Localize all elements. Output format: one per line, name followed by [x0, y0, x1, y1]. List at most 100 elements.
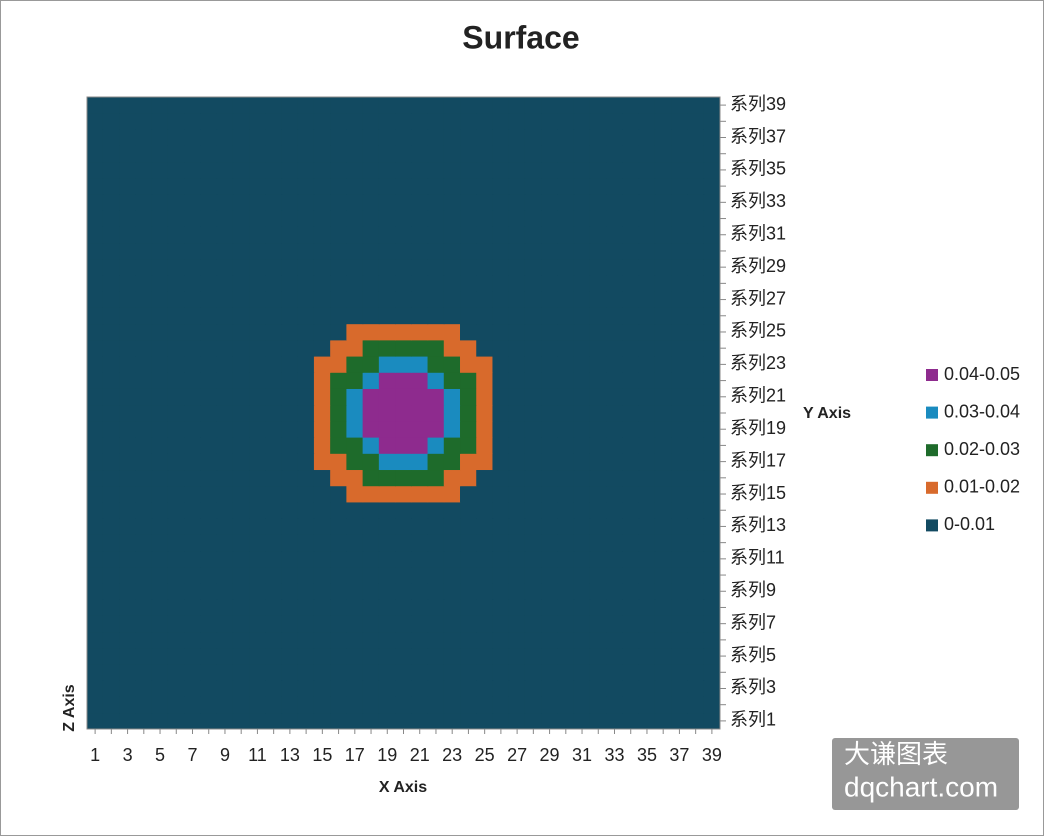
surface-cell	[460, 469, 477, 487]
surface-cell	[476, 226, 494, 244]
surface-cell	[460, 647, 477, 665]
surface-cell	[362, 129, 380, 146]
surface-cell	[281, 680, 299, 697]
surface-cell	[135, 437, 153, 454]
surface-cell	[606, 307, 623, 325]
surface-cell	[184, 518, 201, 535]
y-tick-label: 系列21	[730, 386, 786, 406]
surface-cell	[427, 96, 445, 114]
surface-cell	[216, 193, 234, 211]
surface-cell	[102, 615, 120, 633]
surface-cell	[346, 420, 364, 438]
surface-cell	[508, 258, 526, 276]
surface-cell	[654, 388, 672, 406]
surface-cell	[557, 534, 575, 552]
surface-cell	[362, 550, 380, 568]
surface-cell	[687, 550, 705, 568]
surface-cell	[654, 339, 672, 357]
x-tick-label: 7	[187, 745, 197, 765]
surface-cell	[330, 469, 347, 487]
surface-cell	[216, 420, 234, 438]
surface-cell	[524, 680, 542, 697]
surface-cell	[281, 566, 299, 584]
surface-cell	[703, 647, 721, 665]
surface-cell	[281, 631, 299, 649]
surface-cell	[606, 210, 623, 227]
surface-cell	[427, 388, 445, 406]
surface-cell	[200, 485, 218, 503]
surface-cell	[638, 372, 656, 389]
surface-cell	[346, 372, 364, 389]
surface-cell	[411, 550, 429, 568]
surface-cell	[687, 712, 705, 730]
surface-cell	[167, 485, 185, 503]
y-tick-label: 系列25	[730, 321, 786, 341]
surface-cell	[232, 161, 250, 179]
z-axis-title: Z Axis	[61, 684, 78, 732]
surface-cell	[524, 112, 542, 130]
surface-cell	[330, 582, 347, 600]
surface-cell	[524, 193, 542, 211]
surface-cell	[557, 615, 575, 633]
y-tick-label: 系列27	[730, 288, 786, 308]
surface-cell	[313, 518, 331, 535]
surface-cell	[313, 388, 331, 406]
surface-cell	[687, 372, 705, 389]
surface-cell	[362, 210, 380, 227]
surface-cell	[313, 631, 331, 649]
surface-cell	[184, 404, 201, 422]
surface-cell	[460, 242, 477, 260]
surface-cell	[411, 599, 429, 616]
surface-cell	[151, 339, 169, 357]
surface-cell	[573, 647, 591, 665]
surface-cell	[395, 193, 412, 211]
surface-cell	[249, 534, 266, 552]
surface-cell	[281, 161, 299, 179]
surface-cell	[151, 696, 169, 714]
surface-cell	[606, 388, 623, 406]
surface-cell	[460, 453, 477, 471]
surface-cell	[573, 663, 591, 681]
surface-cell	[573, 339, 591, 357]
surface-cell	[102, 663, 120, 681]
surface-cell	[671, 566, 688, 584]
surface-cell	[167, 582, 185, 600]
surface-cell	[508, 210, 526, 227]
surface-cell	[86, 534, 104, 552]
surface-cell	[184, 339, 201, 357]
surface-cell	[216, 323, 234, 341]
surface-cell	[557, 339, 575, 357]
y-tick-label: 系列33	[730, 191, 786, 211]
surface-cell	[216, 161, 234, 179]
surface-cell	[671, 631, 688, 649]
surface-cell	[654, 550, 672, 568]
surface-cell	[362, 145, 380, 163]
surface-cell	[671, 485, 688, 503]
surface-cell	[589, 566, 607, 584]
surface-cell	[167, 339, 185, 357]
surface-cell	[297, 307, 315, 325]
surface-cell	[184, 177, 201, 195]
surface-cell	[249, 550, 266, 568]
surface-cell	[102, 501, 120, 519]
surface-cell	[151, 388, 169, 406]
surface-cell	[638, 177, 656, 195]
surface-cell	[573, 680, 591, 697]
surface-cell	[395, 388, 412, 406]
surface-cell	[476, 501, 494, 519]
surface-cell	[687, 242, 705, 260]
surface-cell	[508, 291, 526, 308]
surface-cell	[671, 437, 688, 454]
surface-cell	[492, 226, 510, 244]
surface-cell	[362, 355, 380, 373]
surface-cell	[687, 631, 705, 649]
surface-cell	[541, 582, 558, 600]
surface-cell	[265, 615, 283, 633]
surface-cell	[411, 339, 429, 357]
surface-cell	[249, 258, 266, 276]
surface-cell	[395, 129, 412, 146]
surface-cell	[654, 161, 672, 179]
surface-cell	[167, 712, 185, 730]
surface-cell	[395, 258, 412, 276]
surface-cell	[492, 96, 510, 114]
